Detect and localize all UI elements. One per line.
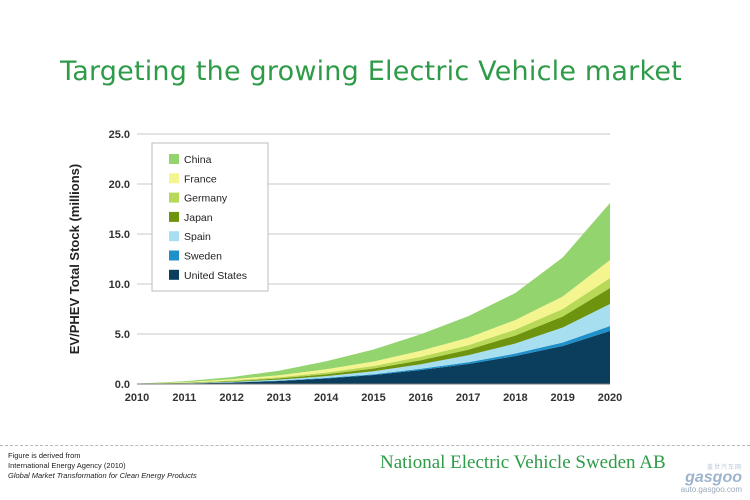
legend-label: Japan: [184, 212, 213, 224]
x-tick-label: 2017: [456, 392, 480, 404]
source-line-3: Global Market Transformation for Clean E…: [8, 471, 197, 480]
y-tick-label: 25.0: [109, 129, 130, 141]
legend-label: China: [184, 154, 212, 166]
legend-label: United States: [184, 270, 247, 282]
x-tick-label: 2012: [219, 392, 243, 404]
x-tick-label: 2020: [598, 392, 622, 404]
source-line-2: International Energy Agency (2010): [8, 461, 126, 470]
y-tick-label: 0.0: [115, 379, 130, 391]
footer-divider: [0, 445, 750, 446]
legend-swatch: [169, 231, 179, 242]
area-spain: [137, 304, 610, 384]
legend-swatch: [169, 154, 179, 164]
legend-swatch: [169, 173, 179, 184]
source-note: Figure is derived from International Ene…: [8, 451, 197, 481]
x-tick-label: 2018: [503, 392, 527, 404]
y-tick-label: 10.0: [109, 279, 130, 291]
watermark-name: gasgoo: [685, 469, 742, 486]
legend-label: France: [184, 173, 217, 185]
area-sweden: [137, 326, 610, 384]
x-tick-label: 2015: [361, 392, 385, 404]
x-tick-label: 2010: [125, 392, 149, 404]
company-name: National Electric Vehicle Sweden AB: [380, 452, 666, 473]
area-germany: [137, 278, 610, 384]
stacked-area-chart: 0.0 5.0 10.0 15.0 20.0 25.0 2010 2011 2012 2013 20…: [67, 129, 622, 404]
legend-label: Germany: [184, 193, 228, 205]
area-japan: [137, 288, 610, 384]
x-tick-label: 2011: [172, 392, 196, 404]
legend-label: Spain: [184, 231, 211, 243]
area-france: [137, 260, 610, 384]
area-united-states: [137, 331, 610, 384]
source-line-1: Figure is derived from: [8, 451, 81, 460]
y-tick-label: 20.0: [109, 179, 130, 191]
y-tick-label: 5.0: [115, 329, 130, 341]
legend-swatch: [169, 250, 179, 261]
x-tick-label: 2016: [409, 392, 433, 404]
x-tick-label: 2014: [314, 392, 339, 404]
watermark-logo: 盖世汽车网 gasgoo auto.gasgoo.com: [678, 462, 742, 494]
y-tick-label: 15.0: [109, 229, 130, 241]
legend-swatch: [169, 269, 179, 280]
slide-title: Targeting the growing Electric Vehicle m…: [60, 56, 682, 87]
watermark-chinese: 盖世汽车网: [706, 465, 742, 471]
legend-swatch: [169, 211, 179, 222]
area-china: [137, 203, 610, 384]
watermark-url: auto.gasgoo.com: [680, 485, 742, 494]
x-tick-label: 2019: [550, 392, 574, 404]
legend-label: Sweden: [184, 251, 222, 263]
y-axis-label: EV/PHEV Total Stock (millions): [67, 164, 82, 354]
x-tick-label: 2013: [267, 392, 291, 404]
legend-swatch: [169, 192, 179, 203]
